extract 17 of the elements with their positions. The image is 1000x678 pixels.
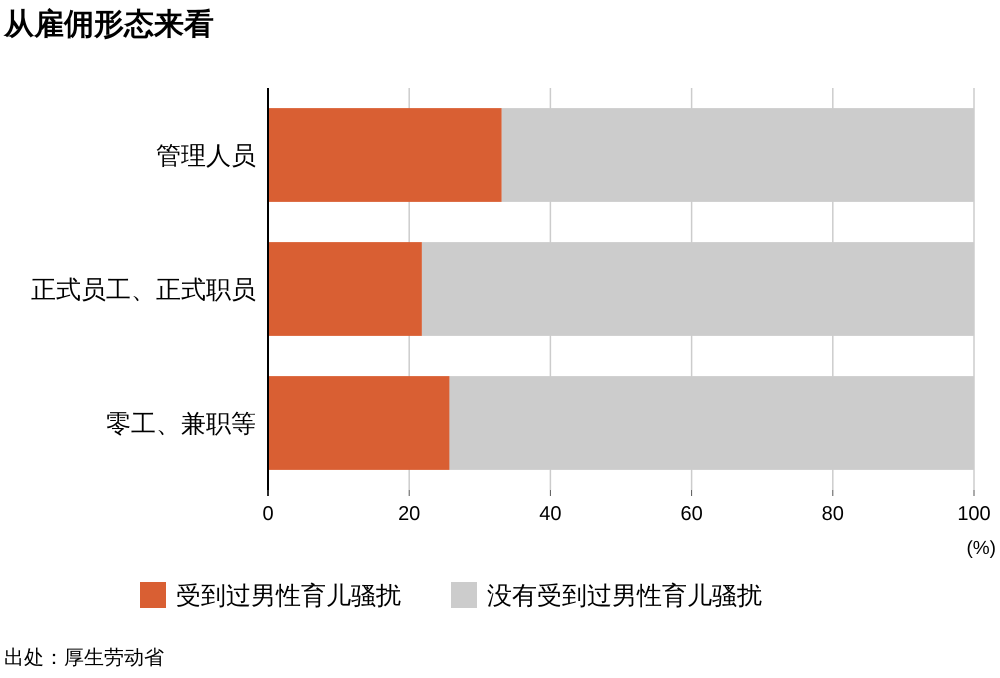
x-tick-label: 20 bbox=[398, 503, 420, 525]
bar bbox=[268, 108, 502, 202]
bar bbox=[268, 376, 450, 470]
x-tick-label: 80 bbox=[822, 503, 844, 525]
text: 出处：厚生劳动省 bbox=[4, 647, 164, 669]
legend-label: 没有受到过男性育儿骚扰 bbox=[487, 582, 762, 610]
x-tick-label: 100 bbox=[957, 503, 991, 525]
y-tick-label: 零工、兼职等 bbox=[106, 410, 256, 438]
x-axis-title: (%) bbox=[966, 538, 996, 559]
x-tick-label: 40 bbox=[539, 503, 562, 525]
legend-label: 受到过男性育儿骚扰 bbox=[176, 582, 401, 610]
chart-title: 从雇佣形态来看 bbox=[3, 7, 214, 41]
x-tick-label: 0 bbox=[262, 503, 274, 525]
y-tick-label: 管理人员 bbox=[156, 142, 256, 170]
bar bbox=[268, 242, 422, 336]
y-tick-label: 正式员工、正式职员 bbox=[31, 276, 256, 304]
x-tick-label: 60 bbox=[680, 503, 703, 525]
